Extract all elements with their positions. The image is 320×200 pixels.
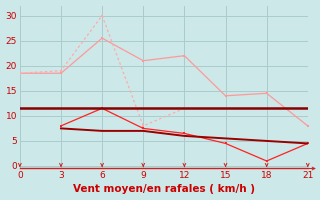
X-axis label: Vent moyen/en rafales ( km/h ): Vent moyen/en rafales ( km/h )	[73, 184, 255, 194]
